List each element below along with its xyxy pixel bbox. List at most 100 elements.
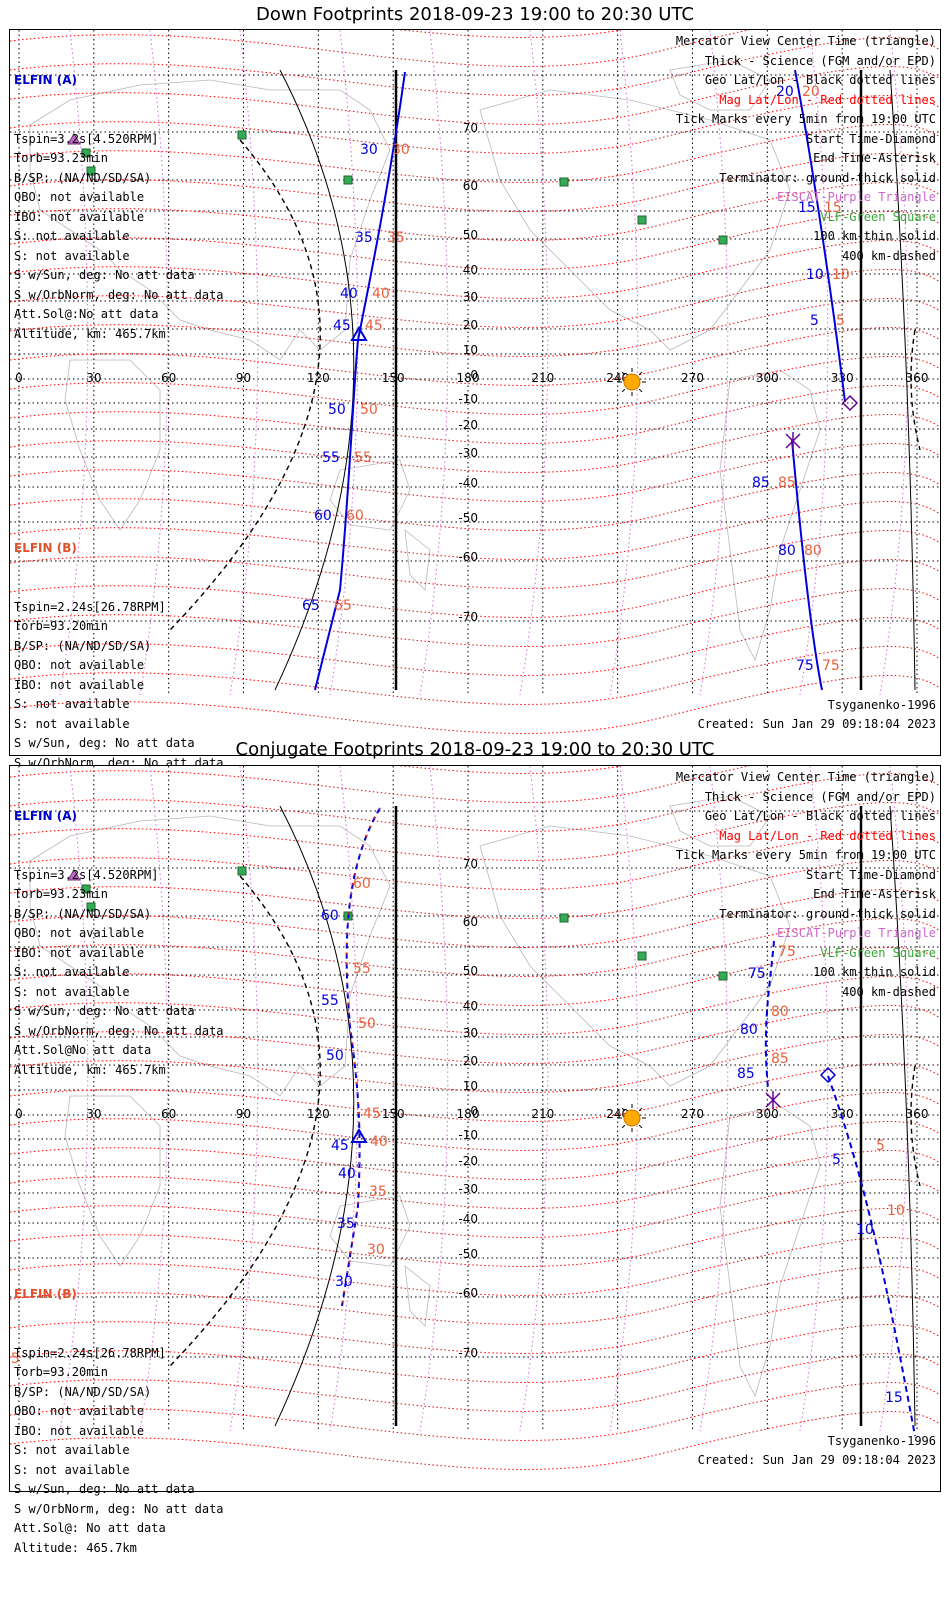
lon-label: 300 — [756, 371, 779, 385]
model-name: Tsyganenko-1996 — [827, 1434, 936, 1448]
info-line: OBO: not available — [14, 926, 145, 940]
tick-label-blue: 40 — [338, 1166, 356, 1182]
landmass-2 — [329, 459, 411, 531]
tick-label-blue: 35 — [337, 1216, 355, 1232]
model-name: Tsyganenko-1996 — [827, 698, 936, 712]
lon-label: 210 — [531, 371, 554, 385]
lon-label: 90 — [236, 1107, 251, 1121]
info-line: S: not available — [14, 716, 130, 731]
lat-label: 50 — [463, 228, 478, 242]
vlf-station-icon — [86, 166, 96, 176]
tick-label-blue: 60 — [321, 908, 339, 924]
info-line: S: not available — [14, 984, 130, 999]
tick-label-blue: 5 — [810, 313, 819, 329]
elfin-b-track — [791, 439, 823, 691]
center-triangle-icon — [350, 326, 368, 341]
landmass-1 — [64, 359, 161, 531]
info-line: S w/OrbNorm, deg: No att data — [14, 1023, 224, 1038]
lat-label: 10 — [463, 1079, 478, 1093]
lat-label: -70 — [458, 1346, 478, 1360]
lat-label: -50 — [458, 511, 478, 525]
mag-meridian — [59, 30, 89, 696]
lat-label: 70 — [463, 857, 478, 871]
legend-line: Terminator: ground-thick solid — [719, 170, 936, 185]
legend-line: Geo Lat/Lon - Black dotted lines — [704, 809, 936, 823]
sun-ray — [638, 371, 643, 376]
lat-label: 30 — [463, 1026, 478, 1040]
mag-meridian — [139, 766, 169, 1432]
lat-label: -30 — [458, 1182, 478, 1196]
stations — [67, 130, 728, 245]
info-line: B/SP: (NA/ND/SD/SA) — [14, 1384, 152, 1399]
lat-label: -10 — [458, 392, 478, 406]
lon-label: 0 — [15, 371, 23, 385]
mag-meridian — [609, 766, 639, 1432]
lat-label: 0 — [470, 368, 478, 382]
lat-label: 50 — [463, 964, 478, 978]
info-line: S w/OrbNorm, deg: No att data — [14, 1501, 224, 1516]
legend-line: End Time-Asterisk — [813, 887, 936, 901]
terminator-group — [169, 805, 921, 1427]
tick-label-blue: 5 — [832, 1152, 841, 1168]
info-line: S w/OrbNorm, deg: No att data — [14, 287, 224, 302]
landmass-4 — [719, 369, 821, 662]
vlf-station-icon — [81, 148, 91, 158]
lon-label: 30 — [86, 1107, 101, 1121]
legend-line: 100 km-thin solid — [813, 229, 936, 243]
info-line: OBO: not available — [14, 658, 145, 672]
tick-label-red: 35 — [387, 230, 405, 246]
boundary-400km — [169, 139, 321, 631]
boundary-100km — [889, 805, 916, 1427]
elfin-b-lines: Tspin=2.24s[26.78RPM] Torb=93.20min B/SP: … — [14, 598, 224, 813]
vlf-station-icon — [237, 866, 247, 876]
mag-meridian — [329, 30, 359, 696]
elfin-b-header: ELFIN (B) — [14, 541, 77, 555]
lon-label: 270 — [681, 1107, 704, 1121]
lon-label: 0 — [15, 1107, 23, 1121]
legend-line: Mag Lat/Lon - Red dotted lines — [719, 92, 936, 107]
lon-label: 180 — [457, 371, 480, 385]
legend-line: VLF-Green Square — [820, 209, 936, 224]
lon-label: 150 — [382, 371, 405, 385]
sun-ray — [621, 1124, 626, 1129]
footprint-tracks — [314, 69, 859, 691]
info-line: Att.Sol@: No att data — [14, 1521, 166, 1535]
sun-disc — [623, 373, 641, 391]
legend-line: Thick - Science (FGM and/or EPD) — [704, 789, 936, 804]
lat-label: 20 — [463, 1054, 478, 1068]
lat-label: 40 — [463, 999, 478, 1013]
vlf-station-icon — [637, 215, 647, 225]
elfin-b-info: ELFIN (B) Tspin=2.24s[26.78RPM] Torb=93.2… — [14, 500, 224, 851]
tick-label-blue: 85 — [737, 1066, 755, 1082]
tick-label-red: 75 — [822, 658, 840, 674]
terminator-group — [169, 69, 921, 691]
vlf-station-icon — [559, 913, 569, 923]
vlf-station-icon — [343, 175, 353, 185]
elfin-a-header: ELFIN (A) — [14, 73, 77, 87]
vlf-station-icon — [86, 902, 96, 912]
tick-label-red: 85 — [771, 1051, 789, 1067]
info-line: IBO: not available — [14, 945, 145, 960]
info-line: IBO: not available — [14, 209, 145, 224]
lat-label: -40 — [458, 476, 478, 490]
lat-label: 60 — [463, 179, 478, 193]
lon-label: 360 — [906, 371, 929, 385]
lon-label: 120 — [307, 371, 330, 385]
tick-label-red: 60 — [353, 876, 371, 892]
elfin-b-lines: Tspin=2.24s[26.78RPM] Torb=93.20min B/SP: … — [14, 1344, 224, 1559]
legend-line: Geo Lat/Lon - Black dotted lines — [704, 73, 936, 87]
tick-label-blue: 75 — [796, 658, 814, 674]
tick-label-blue: 40 — [340, 286, 358, 302]
lat-label: -70 — [458, 610, 478, 624]
tick-label-red: 65 — [334, 598, 352, 614]
info-line: S: not available — [14, 229, 130, 243]
mag-meridian — [419, 766, 449, 1432]
tick-label-red: 55 — [354, 450, 372, 466]
info-line: IBO: not available — [14, 677, 145, 692]
tick-label-red: 80 — [804, 543, 822, 559]
legend-line: Mercator View Center Time (triangle) — [675, 34, 936, 48]
sun-ray — [638, 1107, 643, 1112]
legend-line: Tick Marks every 5min from 19:00 UTC — [675, 848, 936, 862]
mag-meridian — [699, 30, 729, 696]
info-line: Tspin=2.24s[26.78RPM] — [14, 599, 166, 614]
